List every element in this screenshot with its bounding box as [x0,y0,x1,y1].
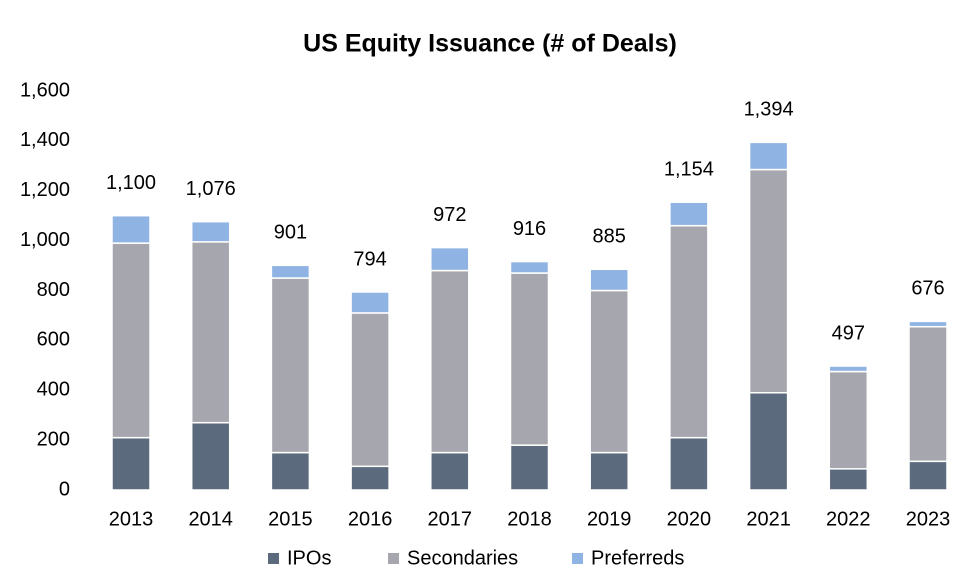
total-label: 901 [274,222,307,244]
bar-segment [589,289,629,454]
total-label: 916 [513,218,546,240]
total-label: 497 [832,322,865,344]
legend-label: IPOs [287,547,331,569]
bar-segment [669,436,709,491]
bar-segment [350,465,390,491]
bar-segment [190,220,231,243]
bar-segment [828,468,869,491]
total-label: 972 [433,204,466,226]
legend-swatch [572,553,583,564]
chart-title: US Equity Issuance (# of Deals) [303,30,677,58]
bar-segment [828,370,869,470]
y-tick-label: 200 [37,428,70,450]
total-label: 676 [911,278,944,300]
y-tick-label: 1,400 [20,129,70,151]
bar-segment [908,460,948,491]
bar-segment [350,291,390,314]
total-label: 1,154 [664,159,714,181]
bar-segment [190,241,231,424]
bar-segment [589,268,629,292]
total-label: 1,394 [744,99,794,121]
legend-label: Preferreds [591,547,684,569]
total-label: 794 [353,248,386,270]
bar-segment [669,224,709,439]
x-tick-label: 2015 [268,508,313,530]
total-label: 885 [593,226,626,248]
x-tick-label: 2022 [826,508,871,530]
bar-segment [111,214,151,244]
total-label: 1,100 [106,172,156,194]
bar-segment [748,391,789,491]
y-tick-label: 400 [37,379,70,401]
bar-segment [350,312,390,468]
bar-segment [190,421,231,491]
y-tick-label: 800 [37,279,70,301]
bar-segment [908,325,948,463]
bar-segment [270,277,311,454]
x-tick-label: 2023 [906,508,951,530]
x-tick-label: 2018 [507,508,552,530]
bar-segment [509,444,550,491]
bar-segment [430,246,470,272]
x-tick-label: 2014 [188,508,233,530]
bar-segment [669,201,709,227]
bar-segment [589,451,629,491]
x-tick-label: 2019 [587,508,632,530]
legend-swatch [388,553,399,564]
bar-segment [509,272,550,446]
x-tick-label: 2017 [428,508,473,530]
bar-segment [430,269,470,454]
bar-segment [111,436,151,491]
bar-segment [270,264,311,279]
bar-segment [430,451,470,491]
x-tick-label: 2020 [667,508,712,530]
legend-swatch [268,553,279,564]
bar-segment [509,260,550,274]
y-tick-label: 1,600 [20,79,70,101]
bar-segment [908,320,948,328]
bar-segment [748,168,789,394]
bar-segment [111,242,151,439]
y-tick-label: 600 [37,329,70,351]
x-tick-label: 2016 [348,508,393,530]
legend-label: Secondaries [407,547,518,569]
x-tick-label: 2013 [109,508,154,530]
bar-segment [748,141,789,171]
y-tick-label: 1,200 [20,179,70,201]
bar-segment [270,451,311,491]
total-label: 1,076 [186,178,236,200]
y-tick-label: 0 [59,478,70,500]
x-tick-label: 2021 [746,508,791,530]
y-tick-label: 1,000 [20,229,70,251]
bar-segment [828,365,869,373]
